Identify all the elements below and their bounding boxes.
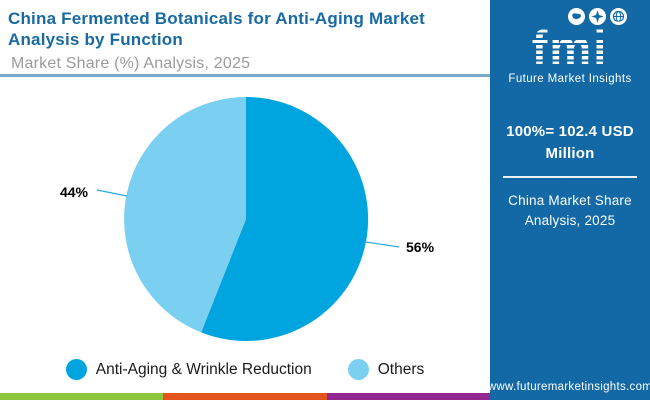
globe-icon xyxy=(610,8,627,25)
legend-item-anti-aging: Anti-Aging & Wrinkle Reduction xyxy=(65,359,312,380)
logo-circle-icons xyxy=(509,8,631,26)
pie-slice-others xyxy=(124,97,246,333)
leader-line-56 xyxy=(365,241,400,248)
page-subtitle: Market Share (%) Analysis, 2025 xyxy=(11,55,251,73)
stat-caption: China Market Share Analysis, 2025 xyxy=(508,192,632,228)
footer-segment-green xyxy=(0,393,164,400)
footer-segment-purple xyxy=(326,393,490,400)
legend-marker-light-blue-icon xyxy=(347,359,369,380)
legend-label: Anti-Aging & Wrinkle Reduction xyxy=(95,360,312,378)
fmi-logo: fmi Future Market Insights xyxy=(508,8,632,85)
slice-label-44: 44% xyxy=(60,184,89,200)
slice-label-56: 56% xyxy=(406,239,435,255)
legend-label: Others xyxy=(377,360,425,378)
market-size-stat: 100%= 102.4 USD Million China Market Sha… xyxy=(497,121,643,231)
stat-value: 100%= 102.4 USD Million xyxy=(506,123,634,162)
chart-legend: Anti-Aging & Wrinkle Reduction Others xyxy=(0,359,490,380)
header: China Fermented Botanicals for Anti-Agin… xyxy=(0,0,490,73)
footer-segment-orange xyxy=(163,393,327,400)
chart-area: China Fermented Botanicals for Anti-Agin… xyxy=(0,0,490,400)
legend-item-others: Others xyxy=(347,359,425,380)
footer-color-bar xyxy=(0,393,490,400)
website-link[interactable]: www.futuremarketinsights.com xyxy=(487,381,650,393)
brand-sidebar: fmi Future Market Insights 100%= 102.4 U… xyxy=(487,0,650,400)
compass-icon xyxy=(589,8,606,25)
logo-wordmark: fmi xyxy=(527,20,613,74)
leader-line-44 xyxy=(96,189,128,197)
logo-text: fmi xyxy=(531,20,609,74)
pie-slice-anti-aging-wrinkle-reduction xyxy=(201,96,369,341)
header-divider xyxy=(0,74,490,77)
pie-chart: 56% 44% xyxy=(60,96,435,341)
page-title: China Fermented Botanicals for Anti-Agin… xyxy=(8,9,426,49)
usa-map-icon xyxy=(568,8,585,25)
legend-marker-dark-blue-icon xyxy=(65,359,87,380)
stat-divider xyxy=(503,175,637,178)
logo-tagline: Future Market Insights xyxy=(508,73,632,85)
